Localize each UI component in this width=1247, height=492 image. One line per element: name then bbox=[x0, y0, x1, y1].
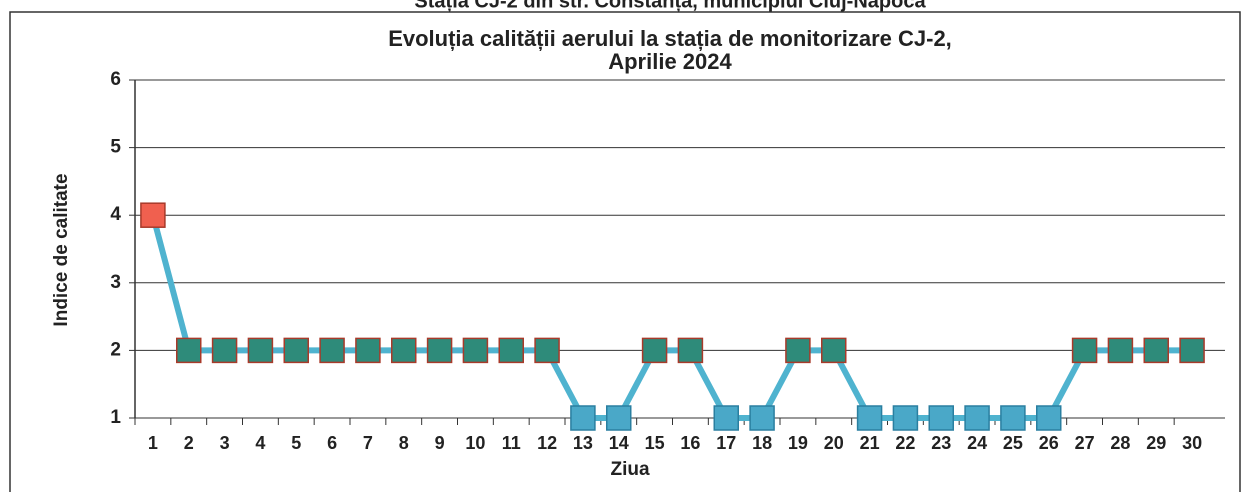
data-point bbox=[1143, 337, 1169, 364]
data-point bbox=[713, 405, 739, 431]
data-point bbox=[140, 202, 166, 228]
data-point bbox=[211, 337, 238, 364]
y-axis-label: Indice de calitate bbox=[51, 173, 72, 326]
x-tick-label: 8 bbox=[399, 433, 409, 453]
x-tick-label: 17 bbox=[716, 433, 736, 453]
x-tick-label: 3 bbox=[220, 433, 230, 453]
series-line bbox=[150, 214, 1193, 421]
data-point bbox=[892, 405, 919, 431]
data-point bbox=[856, 405, 883, 431]
y-tick-label: 4 bbox=[110, 204, 121, 225]
x-tick-label: 10 bbox=[465, 433, 485, 453]
data-point bbox=[928, 405, 954, 431]
data-point bbox=[570, 405, 596, 431]
y-tick-label: 1 bbox=[110, 407, 121, 428]
data-point bbox=[1179, 337, 1205, 364]
data-point bbox=[641, 337, 668, 364]
data-point bbox=[498, 337, 524, 364]
chart-title: Aprilie 2024 bbox=[608, 49, 732, 74]
x-tick-label: 12 bbox=[537, 433, 557, 453]
data-point bbox=[462, 337, 489, 364]
x-tick-label: 18 bbox=[752, 433, 772, 453]
x-tick-label: 6 bbox=[327, 433, 337, 453]
data-point bbox=[1036, 405, 1062, 431]
x-tick-label: 30 bbox=[1182, 433, 1202, 453]
data-point bbox=[319, 337, 345, 364]
data-point bbox=[1107, 337, 1134, 364]
data-point bbox=[355, 337, 381, 364]
x-tick-label: 19 bbox=[788, 433, 808, 453]
chart-subtitle: Stația CJ-2 din str. Constanța, municipi… bbox=[414, 0, 926, 12]
data-point bbox=[606, 405, 632, 431]
y-tick-label: 6 bbox=[110, 69, 121, 90]
data-point bbox=[1071, 337, 1098, 364]
y-tick-label: 5 bbox=[110, 137, 121, 158]
x-tick-label: 11 bbox=[502, 433, 521, 453]
x-tick-label: 16 bbox=[680, 433, 700, 453]
data-point bbox=[964, 405, 990, 431]
data-point bbox=[534, 337, 560, 364]
x-tick-label: 2 bbox=[184, 433, 194, 453]
data-point bbox=[677, 337, 704, 364]
data-point bbox=[821, 337, 847, 364]
x-tick-label: 14 bbox=[609, 433, 629, 453]
x-tick-label: 7 bbox=[363, 433, 373, 453]
y-tick-label: 3 bbox=[110, 272, 121, 293]
data-point bbox=[426, 337, 453, 364]
x-tick-label: 29 bbox=[1146, 433, 1166, 453]
x-tick-label: 5 bbox=[291, 433, 301, 453]
x-tick-label: 24 bbox=[967, 433, 987, 453]
x-tick-label: 4 bbox=[255, 433, 265, 453]
data-point bbox=[785, 337, 811, 364]
x-tick-label: 22 bbox=[895, 433, 915, 453]
x-tick-label: 20 bbox=[824, 433, 844, 453]
x-tick-label: 23 bbox=[931, 433, 951, 453]
chart-title: Evoluția calității aerului la stația de … bbox=[388, 26, 952, 51]
data-point bbox=[391, 337, 417, 364]
data-point bbox=[283, 337, 309, 364]
x-tick-label: 27 bbox=[1075, 433, 1095, 453]
x-tick-label: 9 bbox=[435, 433, 445, 453]
y-tick-label: 2 bbox=[110, 339, 121, 360]
data-point bbox=[176, 337, 202, 364]
x-tick-label: 28 bbox=[1110, 433, 1130, 453]
x-tick-label: 26 bbox=[1039, 433, 1059, 453]
x-tick-label: 15 bbox=[645, 433, 665, 453]
x-tick-label: 25 bbox=[1003, 433, 1023, 453]
data-point bbox=[749, 405, 775, 431]
x-tick-label: 1 bbox=[148, 433, 158, 453]
data-point bbox=[1000, 405, 1026, 431]
x-tick-label: 13 bbox=[573, 433, 593, 453]
chart-frame bbox=[9, 11, 1241, 492]
x-tick-label: 21 bbox=[860, 433, 880, 453]
x-axis-label: Ziua bbox=[610, 459, 649, 480]
data-point bbox=[247, 337, 274, 364]
